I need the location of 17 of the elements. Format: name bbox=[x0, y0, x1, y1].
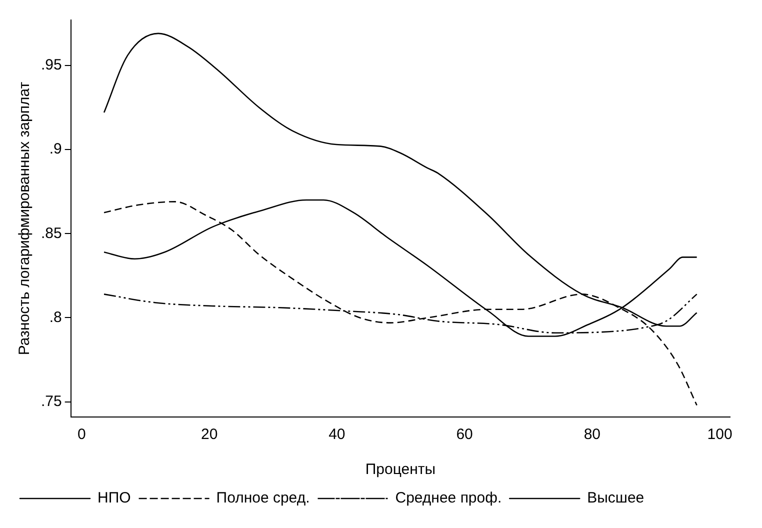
y-tick-label: .9 bbox=[49, 140, 62, 158]
x-axis-title: Проценты bbox=[365, 461, 436, 478]
x-tick-label: 60 bbox=[456, 426, 473, 444]
y-tick-label: .85 bbox=[40, 224, 62, 242]
legend-label: Высшее bbox=[587, 490, 644, 507]
x-tick-label: 100 bbox=[707, 426, 732, 444]
x-tick-label: 40 bbox=[328, 426, 346, 444]
y-tick-label: .8 bbox=[49, 308, 62, 326]
y-tick-label: .95 bbox=[40, 56, 62, 74]
x-tick-label: 0 bbox=[78, 426, 86, 444]
y-axis-title: Разность логарифмированных зарплат bbox=[16, 82, 34, 356]
y-tick-label: .75 bbox=[40, 393, 62, 410]
legend-label: Среднее проф. bbox=[395, 490, 502, 507]
x-tick-label: 20 bbox=[200, 426, 218, 444]
x-tick-label: 80 bbox=[584, 426, 601, 444]
legend-label: Полное сред. bbox=[216, 490, 310, 507]
legend-label: НПО bbox=[98, 490, 131, 507]
